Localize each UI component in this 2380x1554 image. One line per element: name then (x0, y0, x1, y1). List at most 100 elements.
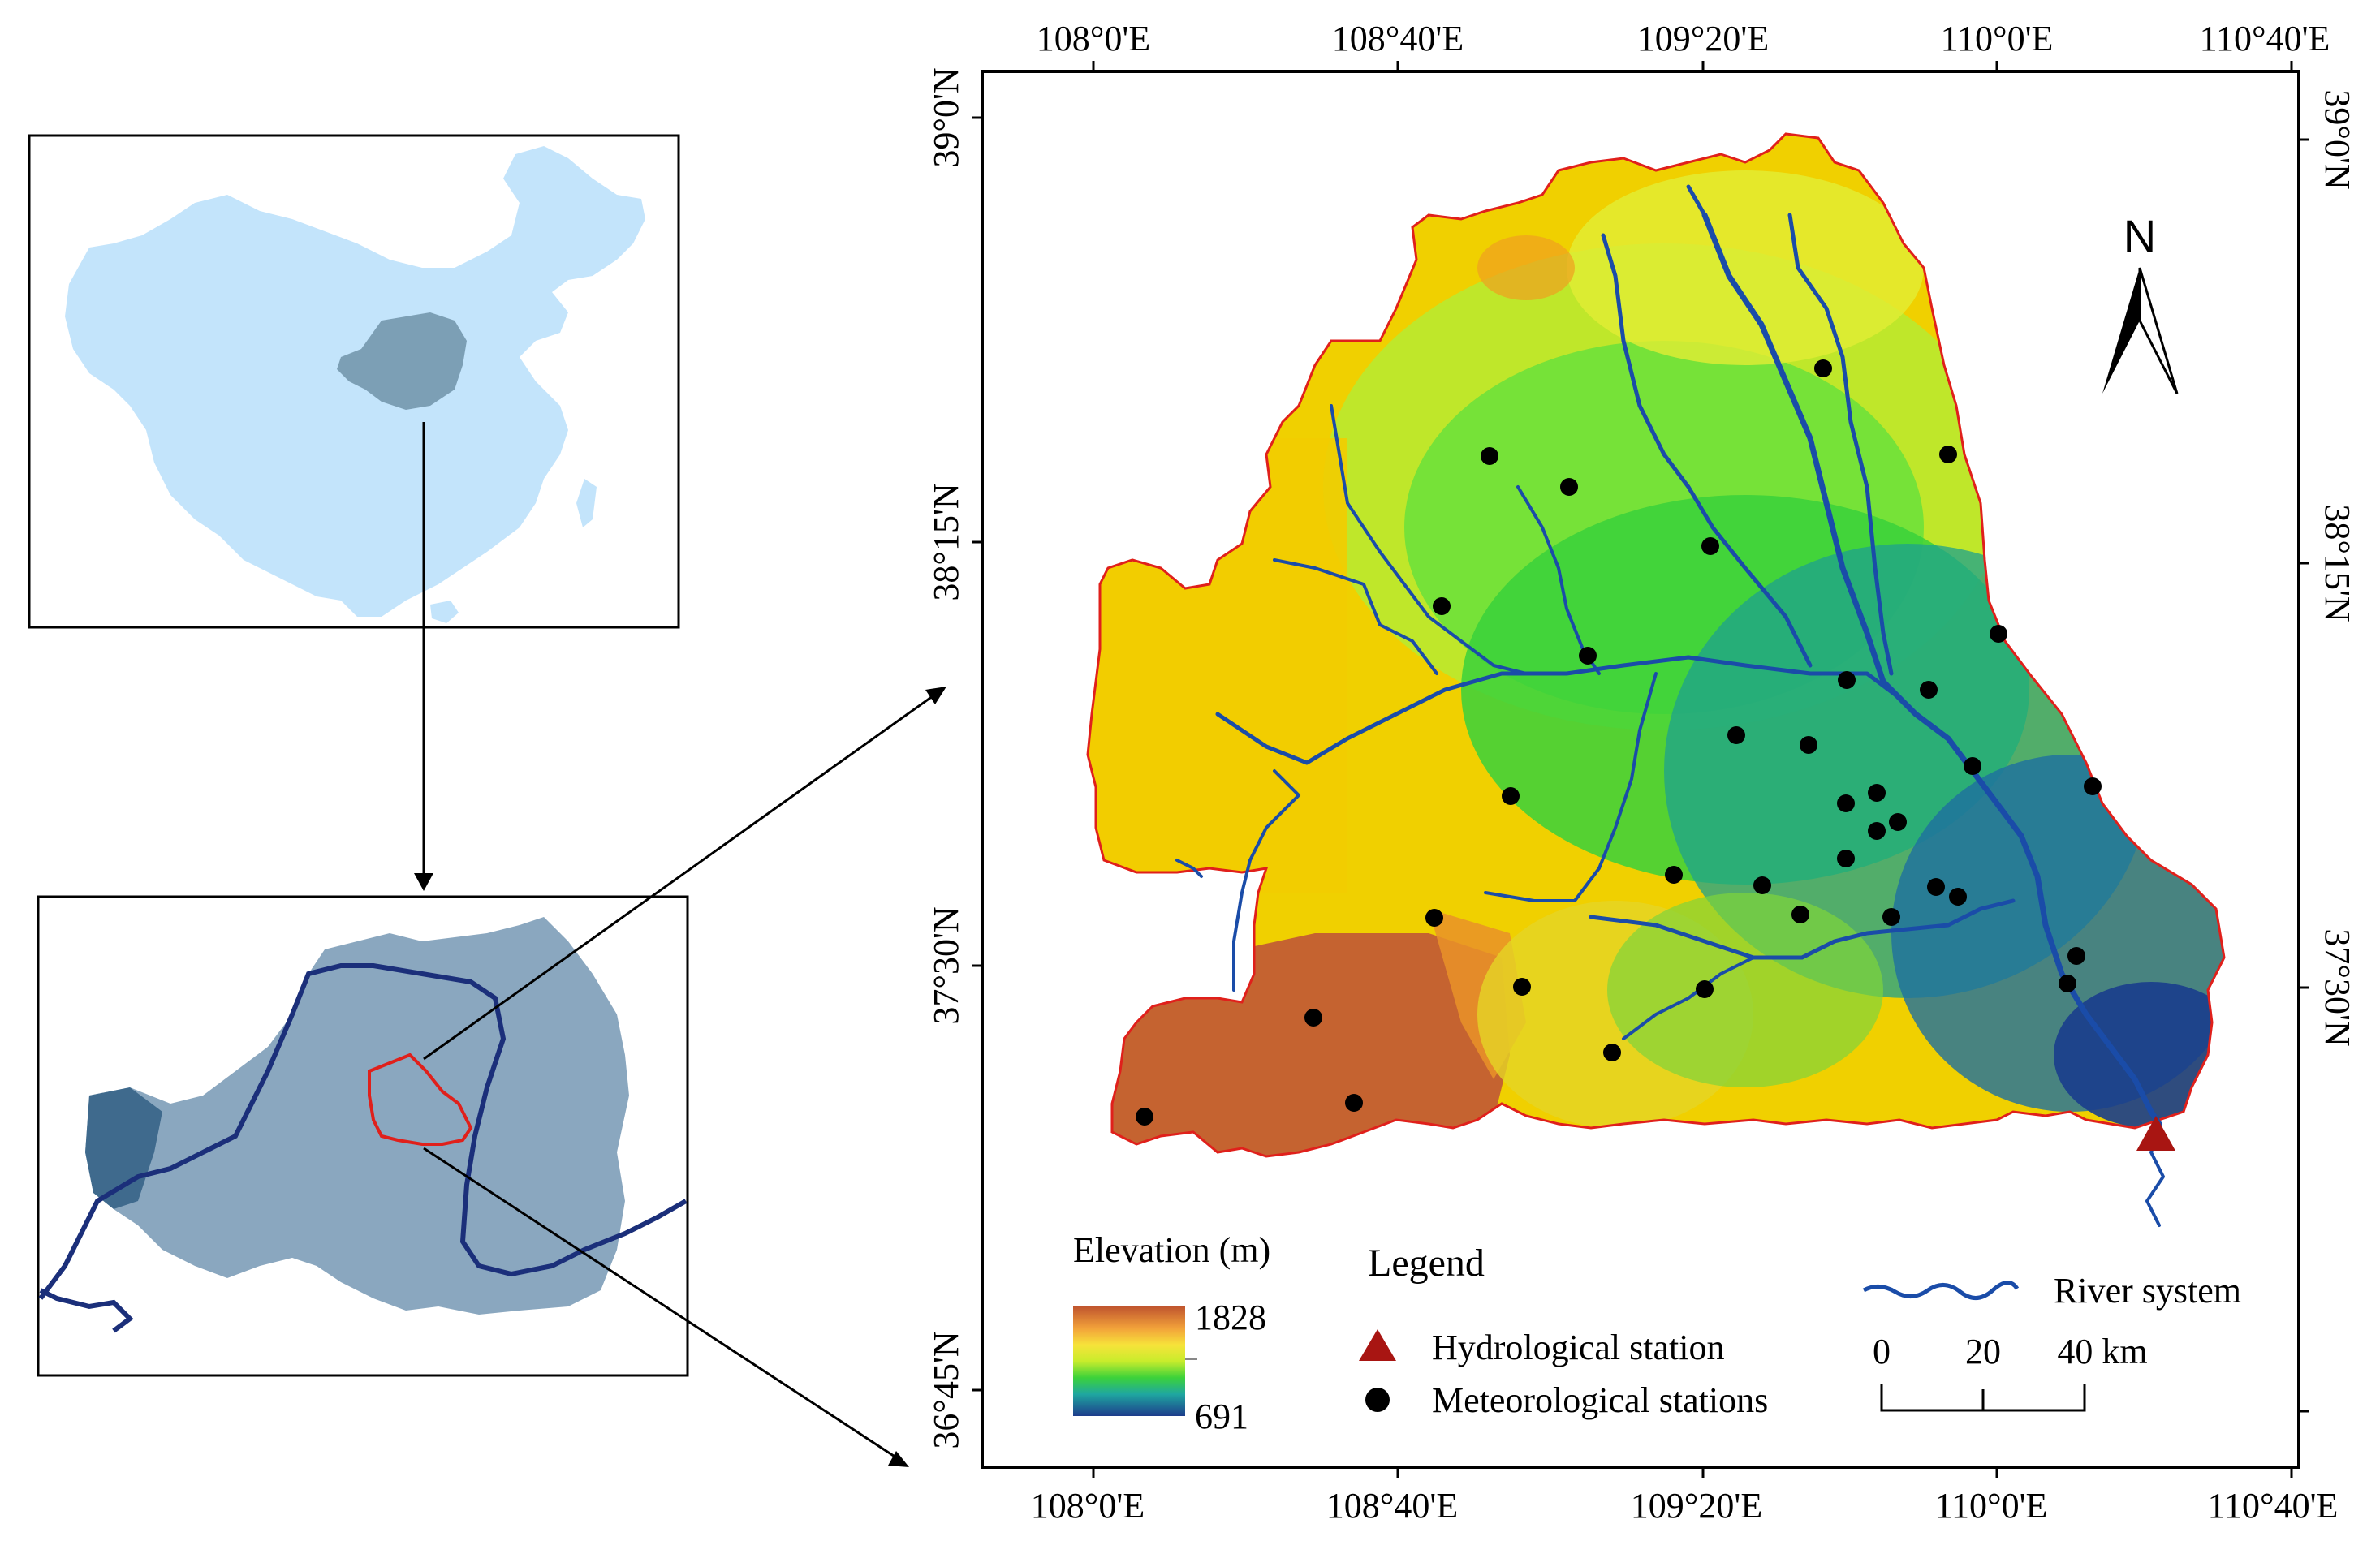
station-dot (1920, 681, 1938, 699)
left-tick-label: 38°15'N (926, 483, 966, 601)
legend-river-symbol (1862, 1281, 2020, 1300)
north-label: N (2123, 210, 2156, 261)
legend-river-label: River system (2054, 1271, 2241, 1311)
legend-title: Legend (1368, 1242, 1485, 1285)
elevation-min: 691 (1195, 1397, 1248, 1436)
main-river (1701, 212, 2162, 1127)
station-dot (1837, 850, 1855, 867)
elevation-max: 1828 (1195, 1298, 1266, 1337)
yellow-river-inset-tail (39, 1288, 134, 1333)
station-dot (1927, 878, 1945, 896)
top-tick-label: 109°20'E (1637, 19, 1769, 58)
station-dot (1939, 446, 1957, 463)
river-tributary-e (1484, 672, 1658, 902)
arrow-to-main-top (423, 688, 942, 1061)
station-dot (1696, 980, 1714, 998)
station-dot (1990, 625, 2007, 643)
left-tick-label: 39°0'N (926, 67, 966, 167)
river-west-trunk (1215, 655, 1902, 765)
loess-plateau-inset (37, 895, 689, 1377)
station-dot (2059, 975, 2076, 992)
station-dot (1513, 978, 1531, 996)
station-dot (1433, 597, 1451, 615)
bottom-tick-label: 110°40'E (2208, 1486, 2339, 1526)
bottom-tick-label: 108°40'E (1326, 1486, 1458, 1526)
left-tick-label: 37°30'N (926, 906, 966, 1024)
legend-meteo-label: Meteorological stations (1432, 1380, 1768, 1420)
top-tick-label: 108°0'E (1037, 19, 1150, 58)
elevation-colorbar (1073, 1306, 1185, 1416)
china-inset (28, 134, 680, 629)
station-dot (1603, 1044, 1621, 1061)
station-dot (1701, 537, 1719, 555)
elevation-legend: Elevation (m) 1828 691 (1073, 1230, 1270, 1436)
scale-tick-label: 20 (1965, 1332, 2001, 1371)
station-dot (1502, 787, 1520, 805)
symbol-legend: Legend Hydrological station Meteorologic… (1359, 1242, 1768, 1420)
taiwan-island (576, 479, 597, 527)
yellow-river-inset (38, 963, 688, 1300)
loess-plateau-area (85, 917, 629, 1315)
station-dot (1814, 359, 1832, 377)
elevation-title: Elevation (m) (1073, 1230, 1270, 1270)
river-south-branch (1622, 956, 1755, 1040)
left-tick-label: 36°45'N (926, 1331, 966, 1449)
bottom-tick-label: 110°0'E (1935, 1486, 2048, 1526)
station-dot (1838, 671, 1856, 689)
station-dot (1481, 447, 1498, 465)
station-dot (2084, 777, 2102, 795)
river-network (1175, 184, 2165, 1227)
meteorological-stations (1136, 359, 2102, 1126)
station-dot (1136, 1108, 1153, 1126)
scale-tick-label: 0 (1873, 1332, 1891, 1371)
river-west-stub (1175, 859, 1203, 878)
station-dot (1964, 757, 1981, 775)
station-dot (1579, 647, 1597, 665)
station-dot (1837, 794, 1855, 812)
frame-ticks (972, 61, 2309, 1478)
hainan-island (430, 601, 459, 623)
arrow-head-bottom (888, 1451, 909, 1467)
loess-plateau-locator (337, 312, 467, 410)
arrow-head-top (925, 687, 946, 704)
station-dot (1560, 478, 1578, 496)
right-tick-label: 37°30'N (2317, 928, 2357, 1046)
legend-hydro-symbol (1359, 1329, 1396, 1361)
hydrological-station-marker (2136, 1116, 2175, 1151)
legend-hydro-label: Hydrological station (1432, 1328, 1725, 1367)
river-south-trunk (1589, 898, 2016, 960)
station-dot (1882, 908, 1900, 926)
station-dot (1949, 888, 1967, 906)
river-centre-west (1601, 233, 1813, 668)
station-dot (2067, 947, 2085, 965)
river-east-branch (1686, 184, 1894, 676)
top-tick-label: 110°0'E (1941, 19, 2054, 58)
top-tick-label: 108°40'E (1332, 19, 1464, 58)
bottom-tick-label: 109°20'E (1631, 1486, 1762, 1526)
river-tributary-b (1330, 404, 1528, 675)
station-dot (1345, 1094, 1363, 1112)
station-dot (1304, 1009, 1322, 1027)
station-dot (1425, 909, 1443, 927)
top-tick-label: 110°40'E (2200, 19, 2330, 58)
station-dot (1868, 784, 1886, 802)
station-dot (1665, 866, 1683, 884)
river-tributary-c (1273, 558, 1438, 675)
arrow-head-down (414, 873, 433, 891)
north-arrow: N (2102, 210, 2179, 394)
station-dot (1791, 906, 1809, 923)
station-dot (1889, 813, 1907, 831)
scale-tick-label: 40 km (2057, 1332, 2147, 1371)
study-basin-inset (368, 1053, 473, 1146)
right-tick-label: 38°15'N (2317, 504, 2357, 622)
river-tributary-d (1232, 769, 1300, 992)
station-dot (1727, 726, 1745, 744)
station-dot (1800, 736, 1817, 754)
plateau-dark-west (85, 1087, 162, 1209)
legend-meteo-symbol (1365, 1388, 1390, 1412)
station-dot (1868, 822, 1886, 840)
arrow-to-main-bottom (423, 1147, 902, 1462)
right-tick-label: 39°0'N (2317, 89, 2357, 189)
bottom-tick-label: 108°0'E (1031, 1486, 1145, 1526)
